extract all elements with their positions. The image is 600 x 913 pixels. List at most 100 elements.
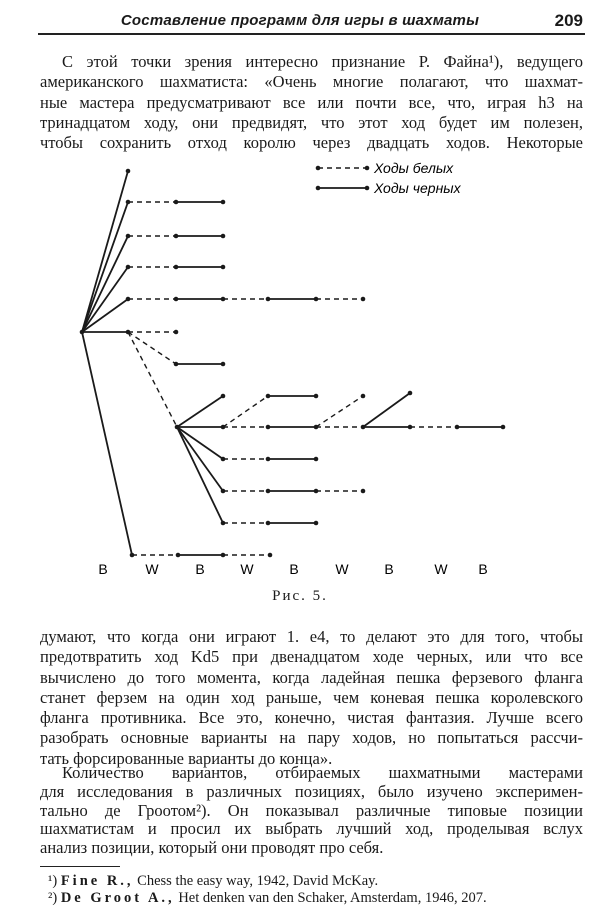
- legend-node: [364, 185, 370, 191]
- black-move-edge: [176, 395, 224, 428]
- footnote-author: De Groot A.,: [60, 890, 175, 906]
- position-node: [360, 393, 366, 399]
- position-node: [220, 393, 226, 399]
- ply-label: B: [195, 561, 204, 577]
- white-move-edge: [315, 395, 364, 428]
- position-node: [125, 264, 131, 270]
- paragraph-1: С этой точки зрения интересно признание …: [40, 52, 583, 153]
- ply-label: B: [384, 561, 393, 577]
- text-line: предотвратить ход Kd5 при двенадцатом хо…: [40, 647, 583, 667]
- ply-label: B: [98, 561, 107, 577]
- position-node: [265, 393, 271, 399]
- black-move-edge: [176, 426, 224, 524]
- position-node: [125, 329, 131, 335]
- position-node: [265, 296, 271, 302]
- position-node: [125, 296, 131, 302]
- ply-label: B: [289, 561, 298, 577]
- footnote-text: Chess the easy way, 1942, David McKay.: [137, 873, 379, 889]
- position-node: [360, 488, 366, 494]
- position-node: [220, 361, 226, 367]
- position-node: [500, 424, 506, 430]
- black-move-edge: [81, 170, 129, 333]
- position-node: [407, 424, 413, 430]
- footnote-2: ²) De Groot A., Het denken van den Schak…: [48, 890, 588, 907]
- legend-node: [364, 165, 370, 171]
- text-line: вычислено до того момента, когда ладейна…: [40, 667, 583, 687]
- white-move-edge: [127, 331, 178, 428]
- position-node: [360, 424, 366, 430]
- position-node: [220, 520, 226, 526]
- text-line: фланга противника. Все это, конечно, чис…: [40, 708, 583, 728]
- ply-label: B: [478, 561, 487, 577]
- text-line: тально де Гроотом²). Он показывал различ…: [40, 800, 583, 820]
- position-node: [220, 488, 226, 494]
- position-node: [79, 329, 85, 335]
- position-node: [407, 390, 413, 396]
- tree-nodes: [79, 168, 506, 558]
- text-line: для исследования в различных позициях, б…: [40, 781, 583, 801]
- position-node: [129, 552, 135, 558]
- position-node: [173, 199, 179, 205]
- text-line: тать форсированные варианты до конца».: [40, 748, 333, 768]
- legend-black-moves: Ходы черных: [373, 180, 462, 196]
- white-move-edge: [222, 395, 269, 428]
- position-node: [265, 424, 271, 430]
- running-title: Составление программ для игры в шахматы: [120, 12, 480, 29]
- text-line: разобрать основные варианты на пару ходо…: [40, 728, 583, 748]
- text-line: анализ позиции, который они проводят про…: [40, 838, 384, 858]
- ply-label: W: [145, 561, 159, 577]
- position-node: [313, 424, 319, 430]
- text-line: думают, что когда они играют 1. e4, то д…: [40, 627, 583, 646]
- position-node: [220, 456, 226, 462]
- text-line: станет ферзем на один ход раньше, чем ко…: [40, 687, 583, 707]
- position-node: [173, 264, 179, 270]
- position-node: [267, 552, 273, 558]
- position-node: [125, 199, 131, 205]
- position-node: [313, 520, 319, 526]
- black-move-edge: [176, 426, 224, 492]
- text-line: тринадцатом ходу, они предвидят, что это…: [40, 112, 583, 132]
- footnote-marker: ²): [48, 890, 58, 906]
- figure-caption: Рис. 5.: [272, 588, 328, 604]
- paragraph-3: Количество вариантов, отбираемых шахматн…: [40, 763, 583, 858]
- position-node: [175, 552, 181, 558]
- position-node: [313, 456, 319, 462]
- text-line: шахматистам и просил их выбрать лучший х…: [40, 819, 583, 839]
- position-node: [313, 296, 319, 302]
- legend: Ходы белых Ходы черных: [315, 160, 462, 196]
- black-move-edge: [81, 201, 129, 333]
- paragraph-2: думают, что когда они играют 1. e4, то д…: [40, 627, 583, 769]
- footnote-marker: ¹): [48, 873, 58, 889]
- position-node: [220, 296, 226, 302]
- text-line: чтобы сохранить отход королю через двадц…: [40, 133, 583, 153]
- black-move-edge: [81, 298, 129, 333]
- legend-node: [315, 185, 321, 191]
- ply-label: W: [434, 561, 448, 577]
- tree-edges: [81, 170, 503, 556]
- position-node: [454, 424, 460, 430]
- black-move-edge: [81, 331, 133, 556]
- position-node: [125, 168, 131, 174]
- footnote-text: Het denken van den Schaker, Amsterdam, 1…: [178, 890, 487, 906]
- position-node: [220, 199, 226, 205]
- page-number: 209: [554, 11, 583, 30]
- position-node: [360, 296, 366, 302]
- footnote-author: Fine R.,: [60, 873, 134, 889]
- position-node: [265, 456, 271, 462]
- footnote-1: ¹) Fine R., Chess the easy way, 1942, Da…: [48, 873, 588, 890]
- move-tree-diagram: Ходы белых Ходы черных B W B W B W B W B: [79, 160, 506, 577]
- position-node: [173, 233, 179, 239]
- text-line: ные мастера предусматривают все или почт…: [40, 92, 583, 112]
- legend-white-moves: Ходы белых: [373, 160, 454, 176]
- position-node: [220, 552, 226, 558]
- header-rule: [38, 33, 585, 35]
- footnote-rule: [40, 866, 120, 867]
- text-line: американского шахматиста: «Очень многие …: [40, 72, 583, 92]
- position-node: [173, 329, 179, 335]
- black-move-edge: [81, 235, 129, 333]
- position-node: [220, 424, 226, 430]
- black-move-edge: [176, 426, 224, 460]
- position-node: [313, 393, 319, 399]
- position-node: [220, 233, 226, 239]
